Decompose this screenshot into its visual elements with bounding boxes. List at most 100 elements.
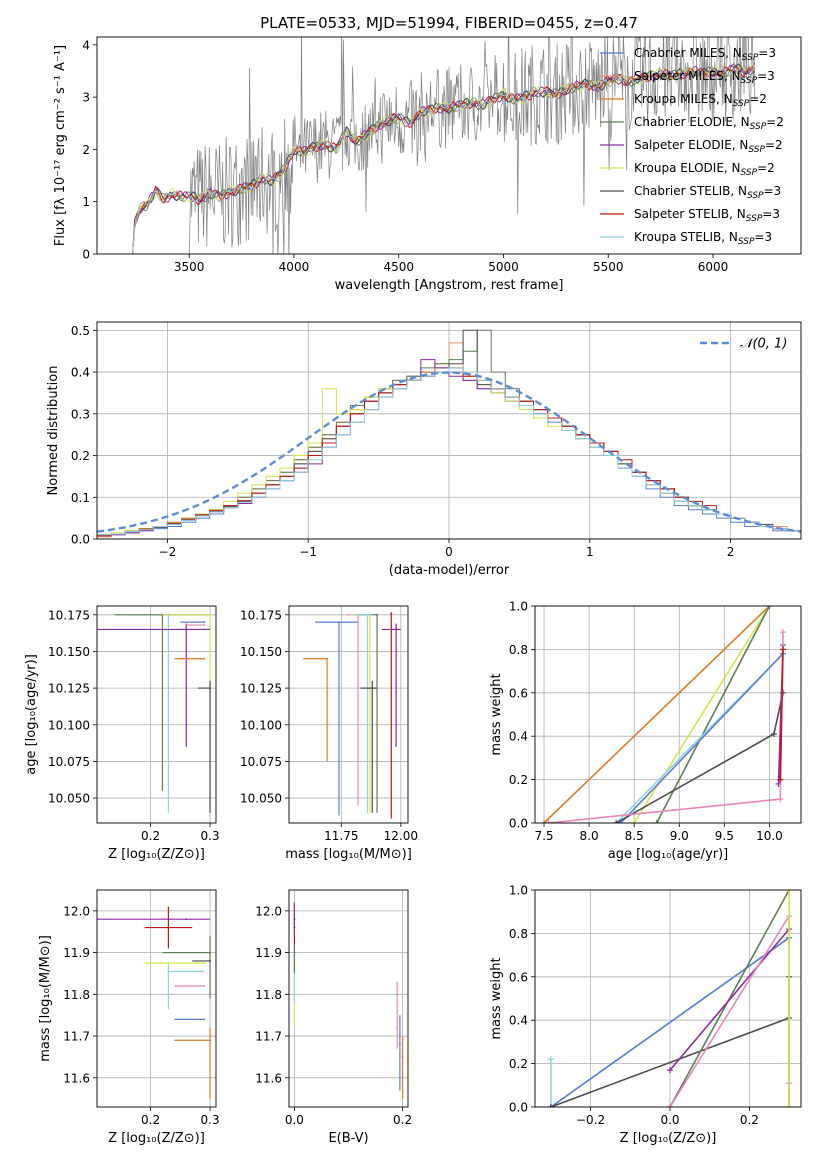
x-tick-label: 6000 [698,260,729,274]
data-point [209,1039,212,1042]
massweight-line [550,937,790,1107]
x-tick-label: 8.5 [625,829,644,843]
x-tick-label: 5000 [488,260,519,274]
x-axis-label: age [log₁₀(age/yr)] [608,847,729,862]
massweight-marker [770,731,777,738]
x-tick-label: 9.5 [715,829,734,843]
massweight-line [655,606,771,823]
x-axis-label: Z [log₁₀(Z/Z⊙)] [108,847,205,862]
y-tick-label: 0.1 [71,491,90,505]
y-tick-label: 11.6 [255,1071,282,1085]
x-axis-label: mass [log₁₀(M/M⊙)] [285,847,412,862]
x-tick-label: 3500 [174,260,205,274]
axes-frame [96,321,802,540]
plot-area [541,606,786,823]
y-tick-label: 0.4 [509,730,528,744]
model-spectrum-line [126,64,756,254]
legend-label: Chabrier ELODIE, NSSP=2 [634,115,784,132]
massweight-marker [653,820,660,823]
data-point [293,951,296,954]
y-tick-label: 0.0 [509,817,528,831]
y-tick-label: 11.9 [255,946,282,960]
data-point [337,621,340,624]
axes-frame [96,605,217,824]
x-tick-label: 9.0 [670,829,689,843]
age-vs-metallicity-panel: 0.2 0.3 10.050 10.075 10.100 10.125 10.150 10.1… [24,605,220,862]
y-tick-label: 11.8 [63,988,90,1002]
y-tick-label: 11.9 [63,946,90,960]
y-tick-label: 0.4 [71,366,90,380]
data-point [390,612,393,615]
model-spectrum-line [126,65,755,254]
x-tick-label: 0.2 [740,1113,759,1127]
x-tick-label: 0.2 [141,1113,160,1127]
model-spectrum-line [126,63,756,254]
massweight-marker [766,606,773,609]
observed-spectrum-line [188,37,756,254]
massweight-marker [547,1056,554,1063]
data-point [167,970,170,973]
data-point [293,918,296,921]
y-tick-label: 0.6 [509,970,528,984]
y-tick-label: 10.100 [48,718,90,732]
x-tick-label: 1 [586,545,594,559]
x-tick-label: 0.3 [201,829,220,843]
y-tick-label: 11.7 [63,1030,90,1044]
data-point [203,621,206,624]
y-tick-label: 2 [82,143,90,157]
x-tick-label: 5500 [593,260,624,274]
massweight-vs-age-panel: 7.5 8.0 8.5 9.0 9.5 10.0 0.0 0.2 0.4 0.6 0.8 1.0 age… [489,600,802,862]
y-tick-label: 3 [82,91,90,105]
data-point [371,687,374,690]
data-point [203,962,206,965]
plot-area [97,906,212,1099]
y-tick-label: 11.8 [255,988,282,1002]
x-tick-label: 0.0 [285,1113,304,1127]
y-tick-label: 12.0 [255,904,282,918]
data-point [185,918,188,921]
massweight-line [620,653,784,823]
y-tick-label: 0.0 [71,533,90,547]
mass-vs-ebv-panel: 0.0 0.2 11.6 11.7 11.8 11.9 12.0 E(B-V) [255,889,412,1146]
legend-label: 𝒩(0, 1) [740,337,787,352]
y-tick-label: 10.050 [48,792,90,806]
axes-frame [96,36,802,255]
massweight-marker [613,820,620,823]
x-tick-label: 12.00 [384,829,418,843]
y-tick-label: 10.075 [240,755,282,769]
y-axis-label: mass weight [489,673,504,755]
data-point [209,613,212,616]
normal-distribution-curve [97,371,801,533]
y-axis-label: mass [log₁₀(M/M⊙)] [38,935,53,1062]
legend-label: Salpeter STELIB, NSSP=3 [634,207,780,224]
massweight-line [669,913,790,1107]
y-tick-label: 4 [82,38,90,52]
data-point [398,1043,401,1046]
axes-frame [288,889,409,1108]
y-tick-label: 0.8 [509,643,528,657]
y-tick-label: 0.8 [509,927,528,941]
massweight-vs-metallicity-panel: −0.2 0.0 0.2 0.0 0.2 0.4 0.6 0.8 1.0 Z [log₁₀(Z/Z… [489,884,802,1146]
data-point [401,1055,404,1058]
legend-label: Kroupa MILES, NSSP=2 [634,92,767,109]
x-tick-label: 0 [445,545,453,559]
x-tick-label: 4000 [279,260,310,274]
y-tick-label: 10.175 [48,608,90,622]
axes-frame [534,605,802,824]
residual-histogram-panel: −2 −1 0 1 2 0.0 0.1 0.2 0.3 0.4 0.5 (data-model)/er… [46,321,802,578]
plot-area [293,902,404,1099]
y-tick-label: 10.125 [240,682,282,696]
y-tick-label: 11.6 [63,1071,90,1085]
y-tick-label: 1.0 [509,884,528,898]
histogram-step [97,367,801,536]
y-tick-label: 0 [82,248,90,262]
legend-label: Chabrier MILES, NSSP=3 [634,46,776,63]
y-tick-label: 10.125 [48,682,90,696]
legend-label: Salpeter ELODIE, NSSP=2 [634,138,783,155]
mass-vs-metallicity-panel: 0.2 0.3 11.6 11.7 11.8 11.9 12.0 Z [log₁₀(Z/Z⊙)… [38,889,220,1146]
y-tick-label: 10.150 [240,645,282,659]
x-tick-label: 0.3 [201,1113,220,1127]
x-tick-label: 8.0 [580,829,599,843]
x-tick-label: 0.2 [393,1113,412,1127]
spectrum-legend: Chabrier MILES, NSSP=3 Salpeter MILES, NS… [600,46,784,247]
